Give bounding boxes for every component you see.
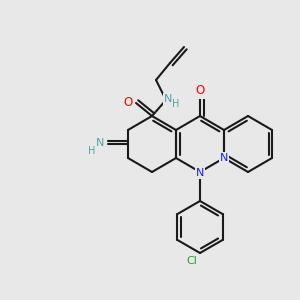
Text: O: O [195,85,205,98]
Text: Cl: Cl [187,256,197,266]
Text: N: N [220,153,228,163]
Text: N: N [164,94,172,104]
Text: H: H [88,146,96,156]
Text: O: O [123,95,133,109]
Text: N: N [96,138,104,148]
Text: N: N [196,168,204,178]
Text: H: H [172,99,180,109]
